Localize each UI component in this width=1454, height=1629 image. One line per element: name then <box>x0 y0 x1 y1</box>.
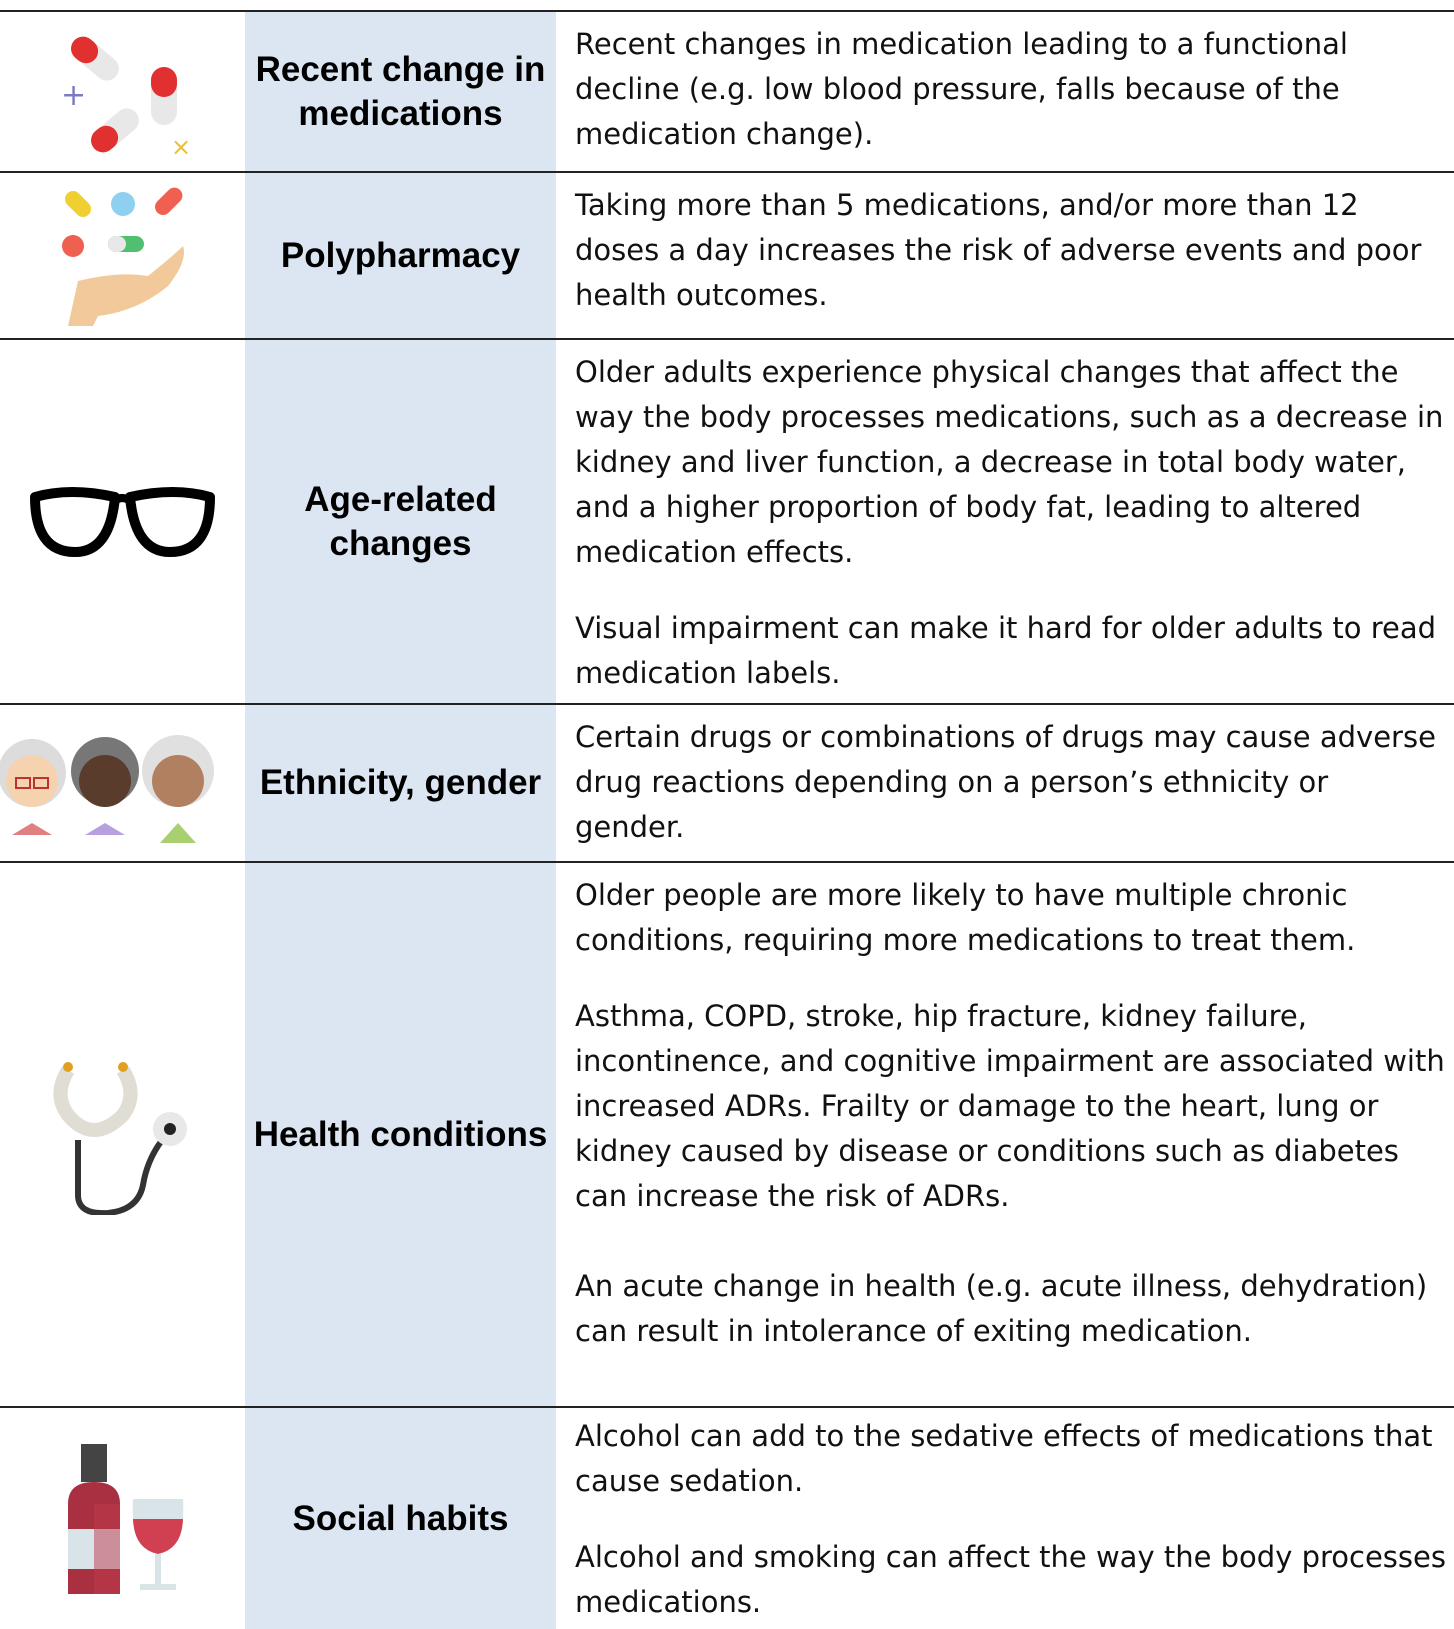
polypharmacy-icon <box>61 187 184 326</box>
row-text: Older people are more likely to have mul… <box>556 863 1454 1406</box>
table-row: Polypharmacy Taking more than 5 medicati… <box>0 171 1454 338</box>
icon-cell <box>0 1408 245 1629</box>
table-row: Age-related changes Older adults experie… <box>0 338 1454 703</box>
icon-cell <box>0 705 245 861</box>
paragraph: An acute change in health (e.g. acute il… <box>575 1269 1428 1348</box>
paragraph: Alcohol can add to the sedative effects … <box>575 1419 1433 1498</box>
paragraph: Visual impairment can make it hard for o… <box>575 611 1437 690</box>
svg-text:×: × <box>171 133 191 157</box>
paragraph: Taking more than 5 medications, and/or m… <box>575 188 1422 312</box>
row-label: Health conditions <box>245 863 556 1406</box>
paragraph: Recent changes in medication leading to … <box>575 27 1348 151</box>
stethoscope-icon <box>53 1061 187 1215</box>
icon-cell: + × <box>0 12 245 171</box>
icon-cell <box>0 340 245 703</box>
paragraph: Older adults experience physical changes… <box>575 355 1444 569</box>
row-text: Taking more than 5 medications, and/or m… <box>556 173 1454 338</box>
row-text: Recent changes in medication leading to … <box>556 12 1454 171</box>
row-label: Ethnicity, gender <box>245 705 556 861</box>
row-text: Older adults experience physical changes… <box>556 340 1454 703</box>
paragraph: Older people are more likely to have mul… <box>575 878 1356 957</box>
row-label: Age-related changes <box>245 340 556 703</box>
row-label: Polypharmacy <box>245 173 556 338</box>
table-row: Ethnicity, gender Certain drugs or combi… <box>0 703 1454 861</box>
icon-cell <box>0 173 245 338</box>
table-row: + × Recent change in medications Recent c… <box>0 10 1454 171</box>
pills-icon: +× <box>61 36 191 157</box>
row-label: Recent change in medications <box>245 12 556 171</box>
row-label: Social habits <box>245 1408 556 1629</box>
table-row: Social habits Alcohol can add to the sed… <box>0 1406 1454 1629</box>
people-icon <box>0 735 214 843</box>
glasses-icon <box>30 486 215 557</box>
svg-text:+: + <box>61 78 86 113</box>
paragraph: Certain drugs or combinations of drugs m… <box>575 720 1436 844</box>
paragraph: Asthma, COPD, stroke, hip fracture, kidn… <box>575 999 1445 1213</box>
icon-cell <box>0 863 245 1406</box>
row-text: Certain drugs or combinations of drugs m… <box>556 705 1454 861</box>
table-row: Health conditions Older people are more … <box>0 861 1454 1406</box>
row-text: Alcohol can add to the sedative effects … <box>556 1408 1454 1629</box>
wine-icon <box>67 1443 183 1594</box>
paragraph: Alcohol and smoking can affect the way t… <box>575 1540 1446 1619</box>
